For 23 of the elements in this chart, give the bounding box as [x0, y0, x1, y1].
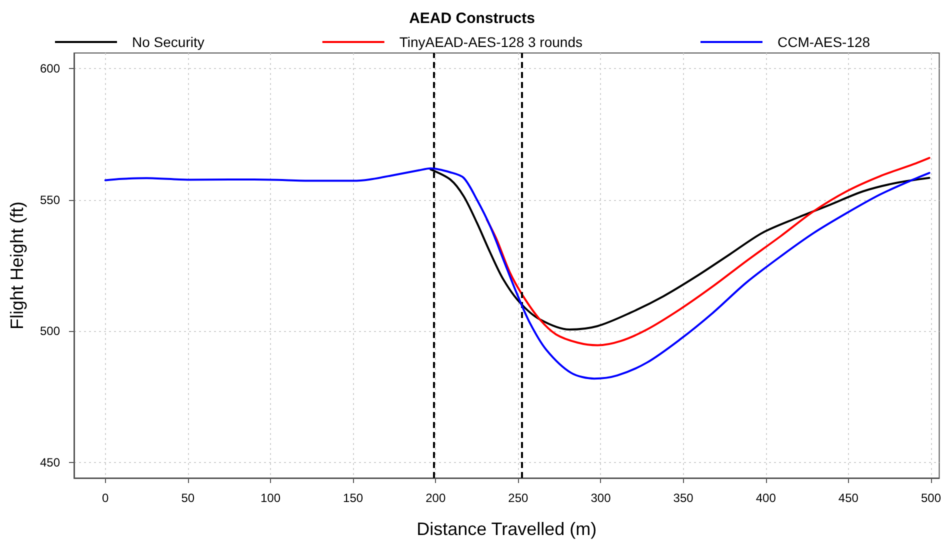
x-tick-label: 150	[343, 491, 364, 505]
y-tick-label: 600	[40, 62, 60, 76]
legend-label: TinyAEAD-AES-128 3 rounds	[399, 34, 582, 50]
x-tick-label: 350	[673, 491, 694, 505]
x-tick-label: 250	[508, 491, 529, 505]
x-tick-label: 500	[920, 491, 942, 505]
legend-label: CCM-AES-128	[777, 34, 870, 50]
y-axis-title: Flight Height (ft)	[7, 201, 27, 330]
x-tick-label: 200	[426, 491, 446, 505]
y-tick-label: 550	[40, 192, 60, 207]
x-tick-label: 300	[590, 491, 612, 505]
x-tick-label: 100	[260, 491, 281, 505]
line-series	[486, 156, 930, 346]
y-tick-label: 450	[40, 455, 60, 470]
x-tick-label: 450	[838, 491, 859, 505]
x-tick-label: 400	[756, 491, 776, 505]
line-series	[104, 167, 930, 380]
x-tick-label: 50	[181, 491, 195, 505]
y-tick-label: 500	[40, 324, 60, 338]
x-axis-title: Distance Travelled (m)	[416, 519, 597, 539]
chart-title: AEAD Constructs	[409, 10, 535, 27]
x-tick-label: 0	[102, 491, 110, 505]
legend-label: No Security	[132, 34, 204, 50]
